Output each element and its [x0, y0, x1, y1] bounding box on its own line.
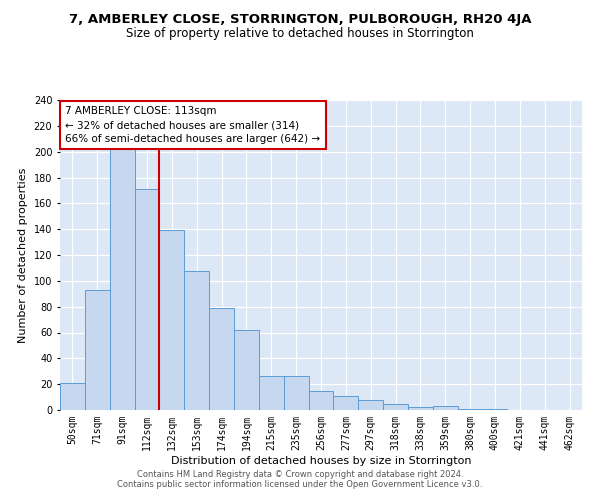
Text: Contains HM Land Registry data © Crown copyright and database right 2024.: Contains HM Land Registry data © Crown c…: [137, 470, 463, 479]
Bar: [184, 270, 209, 410]
Bar: [85, 290, 110, 410]
Bar: [433, 406, 458, 410]
Bar: [110, 149, 134, 410]
Bar: [308, 390, 334, 410]
Bar: [60, 383, 85, 410]
Bar: [358, 400, 383, 410]
X-axis label: Distribution of detached houses by size in Storrington: Distribution of detached houses by size …: [171, 456, 471, 466]
Text: 7, AMBERLEY CLOSE, STORRINGTON, PULBOROUGH, RH20 4JA: 7, AMBERLEY CLOSE, STORRINGTON, PULBOROU…: [69, 12, 531, 26]
Bar: [259, 376, 284, 410]
Bar: [134, 189, 160, 410]
Bar: [383, 404, 408, 410]
Bar: [209, 308, 234, 410]
Bar: [234, 330, 259, 410]
Y-axis label: Number of detached properties: Number of detached properties: [18, 168, 28, 342]
Text: Contains public sector information licensed under the Open Government Licence v3: Contains public sector information licen…: [118, 480, 482, 489]
Bar: [334, 396, 358, 410]
Bar: [160, 230, 184, 410]
Text: Size of property relative to detached houses in Storrington: Size of property relative to detached ho…: [126, 28, 474, 40]
Bar: [408, 408, 433, 410]
Bar: [458, 408, 482, 410]
Bar: [284, 376, 308, 410]
Bar: [482, 408, 508, 410]
Text: 7 AMBERLEY CLOSE: 113sqm
← 32% of detached houses are smaller (314)
66% of semi-: 7 AMBERLEY CLOSE: 113sqm ← 32% of detach…: [65, 106, 320, 144]
